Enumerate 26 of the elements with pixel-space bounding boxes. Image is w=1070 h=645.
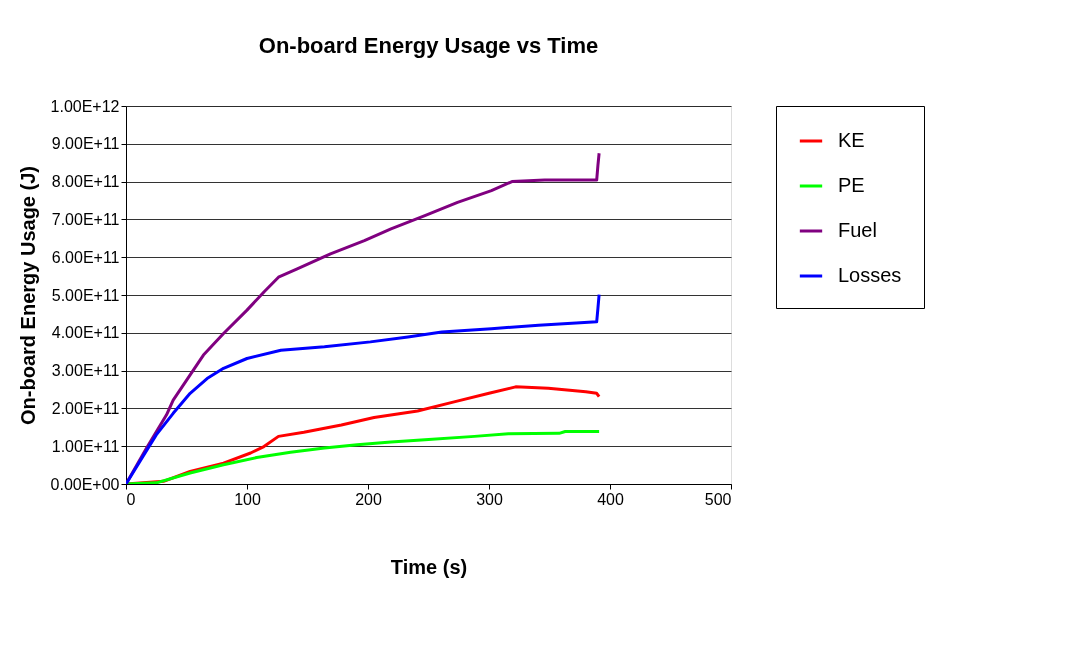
x-tick-label: 200	[355, 490, 382, 508]
y-tick-label: 6.00E+11	[51, 248, 120, 266]
x-axis-title: Time (s)	[390, 555, 468, 578]
y-tick-label: 1.00E+12	[50, 97, 120, 115]
y-tick-label: 0.00E+00	[50, 475, 120, 493]
y-tick-label: 7.00E+11	[51, 210, 120, 228]
x-tick-label: 0	[126, 490, 136, 508]
y-tick-label: 2.00E+11	[51, 399, 120, 417]
legend-label: Fuel	[838, 219, 877, 241]
x-tick-label: 300	[476, 490, 503, 508]
y-tick-label: 5.00E+11	[51, 286, 120, 304]
x-tick-label: 100	[234, 490, 261, 508]
legend-label: KE	[838, 129, 865, 151]
line-series	[126, 293, 601, 484]
x-tick-label: 500	[704, 490, 732, 508]
legend-label: Losses	[838, 264, 902, 286]
x-tick-label: 400	[597, 490, 624, 508]
chart-title: On-board Energy Usage vs Time	[258, 33, 599, 58]
y-tick-label: 1.00E+11	[51, 437, 120, 455]
y-tick-label: 3.00E+11	[51, 362, 120, 380]
y-axis-title: On-board Energy Usage (J)	[16, 166, 39, 425]
y-tick-label: 8.00E+11	[51, 173, 120, 191]
legend-label: PE	[838, 174, 865, 196]
line-series	[126, 429, 601, 484]
y-tick-label: 4.00E+11	[51, 324, 120, 342]
y-tick-label: 9.00E+11	[51, 135, 120, 153]
